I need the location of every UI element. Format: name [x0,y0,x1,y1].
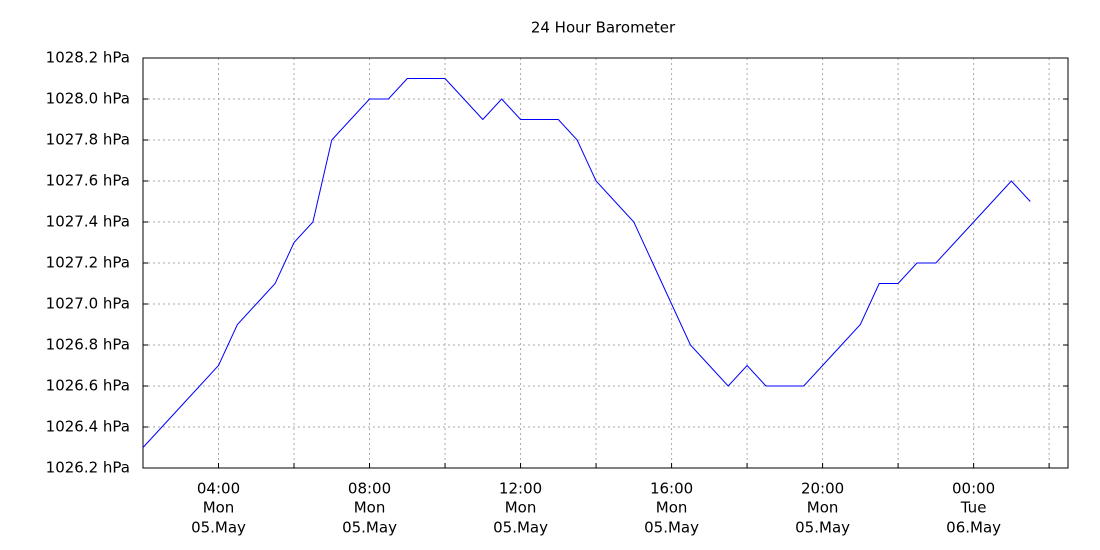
y-tick-label: 1027.2 hPa [46,254,130,272]
y-tick-label: 1028.2 hPa [46,49,130,67]
y-tick-label: 1027.8 hPa [46,131,130,149]
x-tick-date: 05.May [493,519,548,537]
y-tick-label: 1027.0 hPa [46,295,130,313]
x-tick-label: 08:00 [348,480,391,498]
x-tick-label: 20:00 [801,480,844,498]
line-series [142,78,1031,448]
chart-title: 24 Hour Barometer [531,19,676,37]
x-tick-day: Mon [354,499,386,517]
x-tick-day: Mon [807,499,839,517]
y-tick-label: 1026.4 hPa [46,418,130,436]
x-tick-label: 16:00 [650,480,693,498]
x-tick-day: Mon [203,499,235,517]
x-tick-label: 12:00 [499,480,542,498]
y-tick-label: 1026.2 hPa [46,459,130,477]
x-tick-date: 05.May [342,519,397,537]
x-tick-date: 05.May [644,519,699,537]
x-tick-label: 04:00 [197,480,240,498]
y-tick-label: 1027.6 hPa [46,172,130,190]
y-tick-label: 1028.0 hPa [46,90,130,108]
x-tick-day: Mon [505,499,537,517]
x-tick-date: 05.May [795,519,850,537]
x-tick-date: 05.May [191,519,246,537]
plot-frame [142,57,1069,469]
x-tick-day: Mon [656,499,688,517]
x-tick-label: 00:00 [952,480,995,498]
y-tick-label: 1026.8 hPa [46,336,130,354]
y-tick-label: 1027.4 hPa [46,213,130,231]
x-tick-day: Tue [960,499,987,517]
x-tick-date: 06.May [946,519,1001,537]
y-tick-label: 1026.6 hPa [46,377,130,395]
